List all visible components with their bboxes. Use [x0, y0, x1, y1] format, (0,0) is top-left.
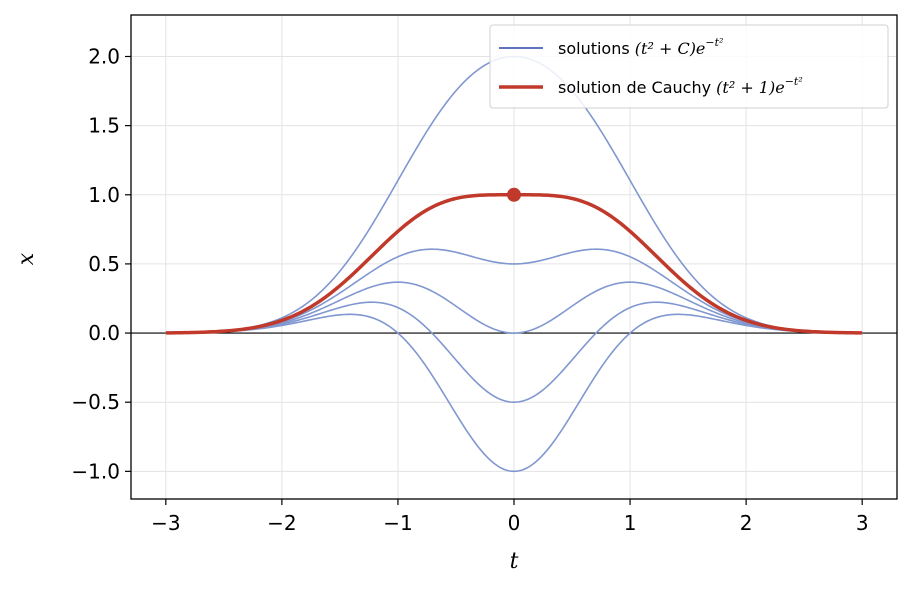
x-tick-label: 1 [624, 511, 637, 535]
legend-label-solutions-text: solutions [558, 39, 635, 58]
y-axis-label: x [14, 252, 39, 265]
legend-label-cauchy-text: solution de Cauchy [558, 78, 716, 97]
y-tick-label: −1.0 [71, 459, 120, 483]
legend-label-cauchy-math: (t² + 1)e [716, 78, 785, 97]
x-tick-label: −2 [267, 511, 296, 535]
y-tick-label: 1.5 [88, 114, 120, 138]
series-layer [165, 55, 863, 473]
legend-label-solutions-math: (t² + C)e [635, 39, 706, 58]
y-tick-label: 2.0 [88, 44, 120, 68]
x-tick-label: −1 [383, 511, 412, 535]
y-tick-label: −0.5 [71, 390, 120, 414]
legend-box [489, 24, 889, 109]
legend-label-cauchy: solution de Cauchy (t² + 1)e−t² [558, 75, 803, 97]
initial-point [507, 187, 521, 202]
x-tick-label: −3 [151, 511, 180, 535]
legend: solutions (t² + C)e−t² solution de Cauch… [489, 24, 889, 109]
x-tick-label: 2 [740, 511, 753, 535]
ticks: −3 −2 −1 0 1 2 3 −1.0 −0.5 0.0 0.5 1.0 1.5 2.0 [71, 44, 868, 535]
legend-label-solutions: solutions (t² + C)e−t² [558, 36, 723, 58]
y-tick-label: 0.5 [88, 252, 120, 276]
x-tick-label: 0 [508, 511, 521, 535]
solution-curve [165, 301, 863, 404]
legend-label-cauchy-sup: −t² [785, 75, 803, 88]
solution-curve [165, 313, 863, 473]
x-tick-label: 3 [856, 511, 869, 535]
solution-curve [165, 281, 863, 334]
y-tick-label: 1.0 [88, 183, 120, 207]
x-axis-label: t [510, 549, 519, 574]
y-tick-label: 0.0 [88, 321, 120, 345]
legend-label-solutions-sup: −t² [705, 36, 723, 49]
